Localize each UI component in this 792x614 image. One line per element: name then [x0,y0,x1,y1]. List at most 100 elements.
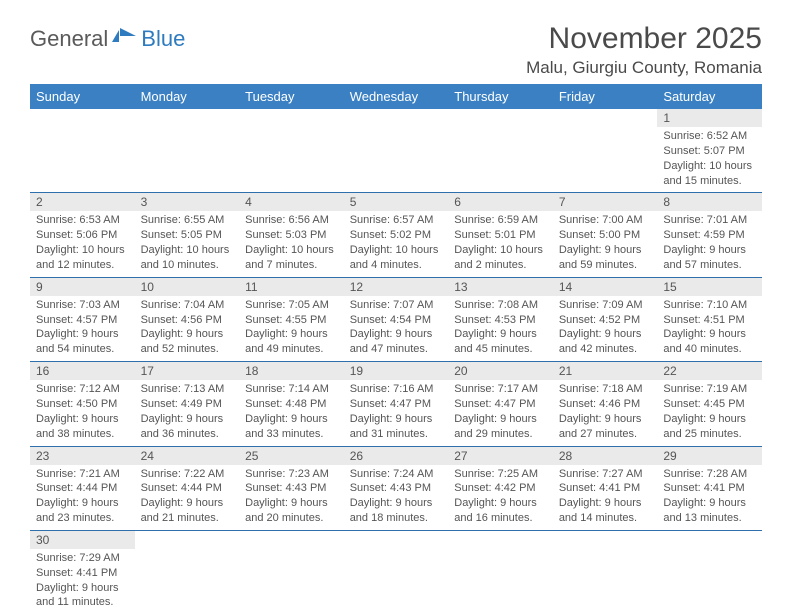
day-details: Sunrise: 6:59 AMSunset: 5:01 PMDaylight:… [448,211,553,276]
day-detail-line: and 23 minutes. [36,511,129,526]
weekday-header: Wednesday [344,84,449,109]
day-detail-line: Sunset: 4:49 PM [141,397,234,412]
calendar-cell: 30Sunrise: 7:29 AMSunset: 4:41 PMDayligh… [30,530,135,614]
header: General Blue November 2025 Malu, Giurgiu… [30,22,762,78]
day-detail-line: Sunrise: 7:16 AM [350,382,443,397]
calendar-cell: 24Sunrise: 7:22 AMSunset: 4:44 PMDayligh… [135,446,240,530]
calendar-row: 16Sunrise: 7:12 AMSunset: 4:50 PMDayligh… [30,362,762,446]
day-detail-line: Sunrise: 7:14 AM [245,382,338,397]
calendar-cell: 12Sunrise: 7:07 AMSunset: 4:54 PMDayligh… [344,277,449,361]
day-detail-line: Daylight: 9 hours [663,243,756,258]
day-detail-line: Daylight: 9 hours [663,327,756,342]
day-detail-line: and 49 minutes. [245,342,338,357]
day-detail-line: Daylight: 9 hours [36,412,129,427]
day-detail-line: and 11 minutes. [36,595,129,610]
logo-text-general: General [30,26,108,52]
title-block: November 2025 Malu, Giurgiu County, Roma… [526,22,762,78]
day-details: Sunrise: 7:01 AMSunset: 4:59 PMDaylight:… [657,211,762,276]
day-detail-line: Daylight: 9 hours [245,496,338,511]
calendar-table: Sunday Monday Tuesday Wednesday Thursday… [30,84,762,614]
day-detail-line: Sunrise: 7:25 AM [454,467,547,482]
day-detail-line: Sunrise: 7:04 AM [141,298,234,313]
day-detail-line: Daylight: 9 hours [245,412,338,427]
calendar-cell: 6Sunrise: 6:59 AMSunset: 5:01 PMDaylight… [448,193,553,277]
calendar-row: 1Sunrise: 6:52 AMSunset: 5:07 PMDaylight… [30,109,762,193]
day-number: 4 [239,193,344,211]
weekday-header-row: Sunday Monday Tuesday Wednesday Thursday… [30,84,762,109]
day-detail-line: Sunrise: 6:57 AM [350,213,443,228]
day-detail-line: Daylight: 10 hours [663,159,756,174]
weekday-header: Friday [553,84,658,109]
day-detail-line: Daylight: 9 hours [36,581,129,596]
day-detail-line: Sunrise: 7:19 AM [663,382,756,397]
calendar-cell: 25Sunrise: 7:23 AMSunset: 4:43 PMDayligh… [239,446,344,530]
weekday-header: Saturday [657,84,762,109]
day-detail-line: Daylight: 9 hours [350,327,443,342]
day-detail-line: and 42 minutes. [559,342,652,357]
day-detail-line: Sunset: 5:05 PM [141,228,234,243]
day-number: 23 [30,447,135,465]
day-detail-line: Sunset: 4:44 PM [141,481,234,496]
day-detail-line: Sunrise: 7:01 AM [663,213,756,228]
day-detail-line: Daylight: 9 hours [454,412,547,427]
day-detail-line: and 52 minutes. [141,342,234,357]
day-detail-line: and 33 minutes. [245,427,338,442]
day-detail-line: Sunset: 4:56 PM [141,313,234,328]
calendar-cell [448,530,553,614]
calendar-cell [553,530,658,614]
calendar-cell [135,109,240,193]
day-detail-line: and 47 minutes. [350,342,443,357]
day-details: Sunrise: 7:24 AMSunset: 4:43 PMDaylight:… [344,465,449,530]
day-details: Sunrise: 7:27 AMSunset: 4:41 PMDaylight:… [553,465,658,530]
day-detail-line: Daylight: 9 hours [559,243,652,258]
day-detail-line: and 10 minutes. [141,258,234,273]
day-detail-line: Sunrise: 7:29 AM [36,551,129,566]
day-detail-line: and 16 minutes. [454,511,547,526]
day-detail-line: Sunset: 4:41 PM [559,481,652,496]
day-detail-line: Sunrise: 7:18 AM [559,382,652,397]
day-detail-line: Daylight: 9 hours [350,496,443,511]
calendar-row: 30Sunrise: 7:29 AMSunset: 4:41 PMDayligh… [30,530,762,614]
day-detail-line: Sunset: 4:50 PM [36,397,129,412]
day-details: Sunrise: 7:21 AMSunset: 4:44 PMDaylight:… [30,465,135,530]
day-detail-line: Sunrise: 7:03 AM [36,298,129,313]
day-detail-line: Sunset: 4:55 PM [245,313,338,328]
day-detail-line: Sunset: 5:06 PM [36,228,129,243]
day-details: Sunrise: 7:09 AMSunset: 4:52 PMDaylight:… [553,296,658,361]
calendar-cell: 15Sunrise: 7:10 AMSunset: 4:51 PMDayligh… [657,277,762,361]
day-detail-line: Sunset: 4:41 PM [663,481,756,496]
day-detail-line: Daylight: 9 hours [141,496,234,511]
day-detail-line: Daylight: 9 hours [559,412,652,427]
day-number: 6 [448,193,553,211]
day-detail-line: Daylight: 10 hours [245,243,338,258]
calendar-cell: 14Sunrise: 7:09 AMSunset: 4:52 PMDayligh… [553,277,658,361]
day-detail-line: and 57 minutes. [663,258,756,273]
calendar-cell: 3Sunrise: 6:55 AMSunset: 5:05 PMDaylight… [135,193,240,277]
calendar-cell: 18Sunrise: 7:14 AMSunset: 4:48 PMDayligh… [239,362,344,446]
day-detail-line: and 29 minutes. [454,427,547,442]
calendar-cell: 1Sunrise: 6:52 AMSunset: 5:07 PMDaylight… [657,109,762,193]
day-detail-line: Sunset: 4:59 PM [663,228,756,243]
calendar-cell: 28Sunrise: 7:27 AMSunset: 4:41 PMDayligh… [553,446,658,530]
calendar-cell: 4Sunrise: 6:56 AMSunset: 5:03 PMDaylight… [239,193,344,277]
day-detail-line: and 2 minutes. [454,258,547,273]
day-number: 15 [657,278,762,296]
day-detail-line: Sunrise: 7:05 AM [245,298,338,313]
day-detail-line: Sunrise: 7:10 AM [663,298,756,313]
calendar-cell: 5Sunrise: 6:57 AMSunset: 5:02 PMDaylight… [344,193,449,277]
day-details: Sunrise: 7:22 AMSunset: 4:44 PMDaylight:… [135,465,240,530]
day-details: Sunrise: 7:04 AMSunset: 4:56 PMDaylight:… [135,296,240,361]
day-detail-line: and 40 minutes. [663,342,756,357]
day-number: 9 [30,278,135,296]
day-detail-line: and 13 minutes. [663,511,756,526]
calendar-cell: 29Sunrise: 7:28 AMSunset: 4:41 PMDayligh… [657,446,762,530]
day-details: Sunrise: 7:23 AMSunset: 4:43 PMDaylight:… [239,465,344,530]
day-detail-line: Sunset: 4:43 PM [350,481,443,496]
day-details: Sunrise: 7:19 AMSunset: 4:45 PMDaylight:… [657,380,762,445]
day-detail-line: Sunrise: 7:24 AM [350,467,443,482]
day-details: Sunrise: 7:08 AMSunset: 4:53 PMDaylight:… [448,296,553,361]
day-number: 5 [344,193,449,211]
day-details: Sunrise: 7:29 AMSunset: 4:41 PMDaylight:… [30,549,135,614]
weekday-header: Thursday [448,84,553,109]
calendar-cell [239,530,344,614]
